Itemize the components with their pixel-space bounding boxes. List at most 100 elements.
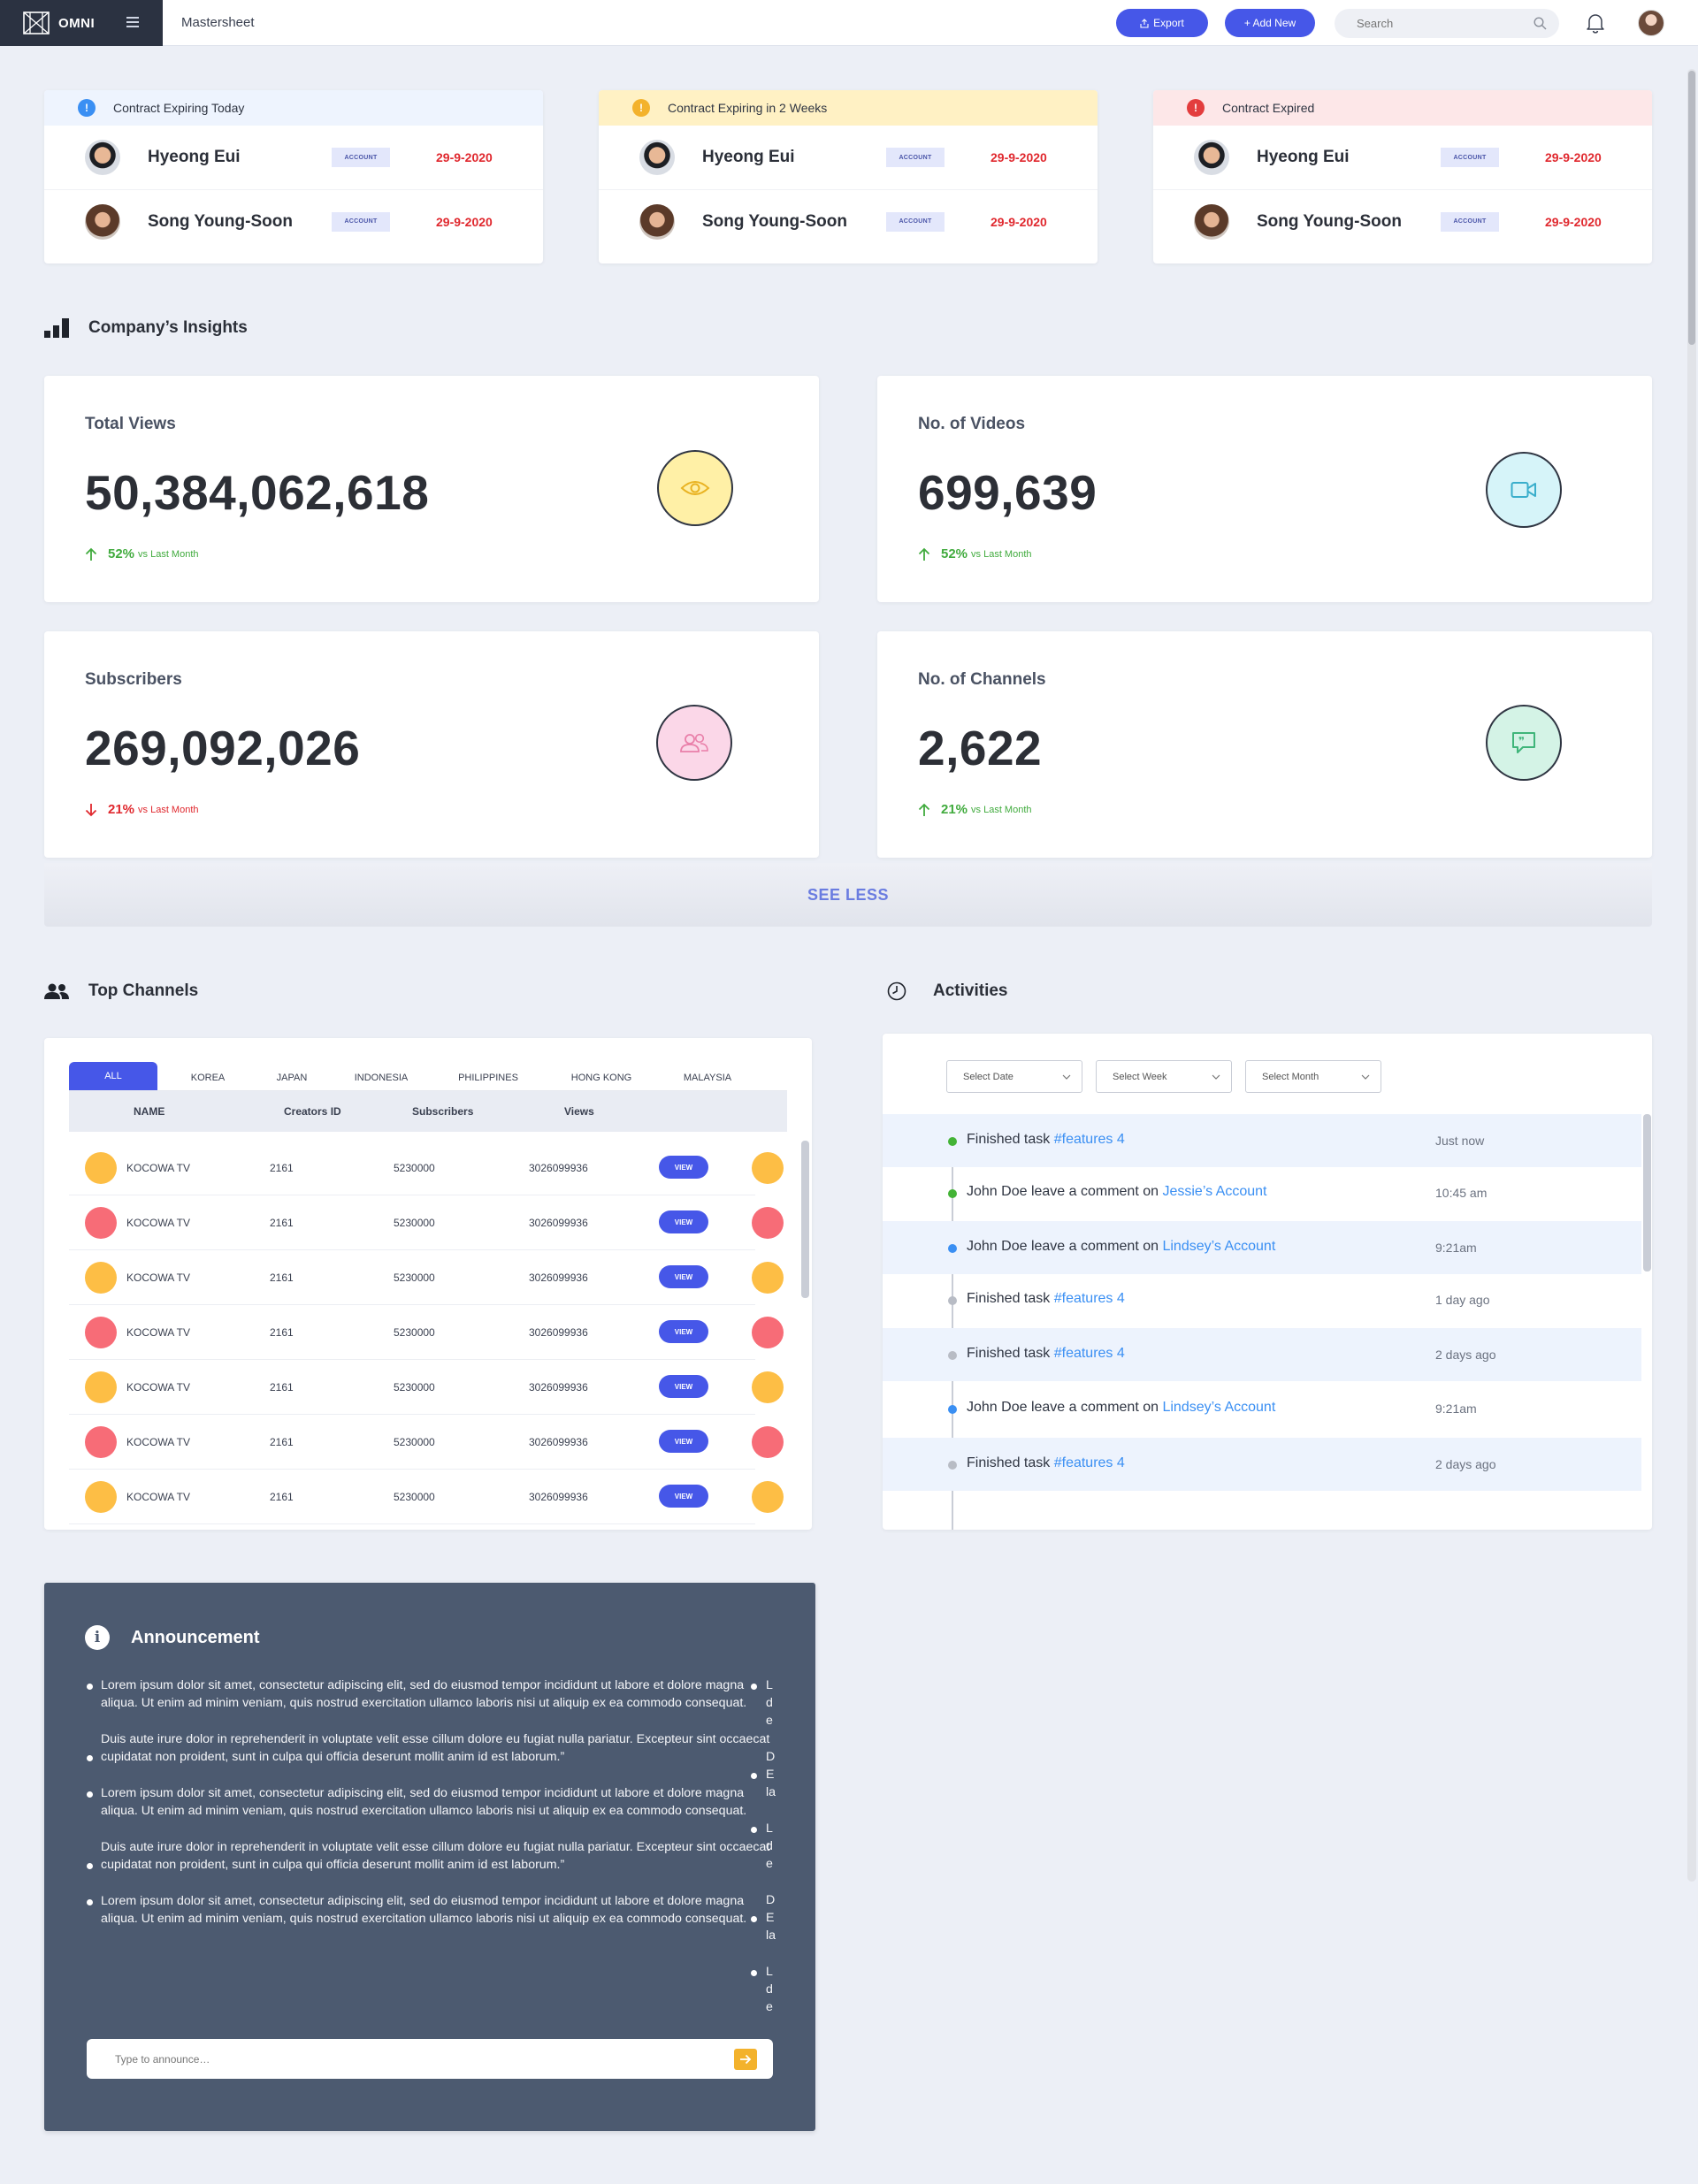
export-button[interactable]: Export [1116,9,1208,37]
top-channels-title: Top Channels [44,981,198,1001]
add-new-button[interactable]: + Add New [1225,9,1315,37]
view-count: 3026099936 [529,1326,588,1339]
table-scrollbar[interactable] [801,1141,809,1298]
channel-name: KOCOWA TV [126,1271,191,1284]
tab-japan[interactable]: JAPAN [276,1073,308,1083]
view-button[interactable]: VIEW [659,1485,708,1508]
user-avatar[interactable] [1638,10,1664,36]
account-tag[interactable]: ACCOUNT [886,148,945,167]
channel-avatar [85,1426,117,1458]
table-row[interactable]: KOCOWA TV 2161 5230000 3026099936 VIEW [69,1250,784,1305]
contract-row[interactable]: Song Young-Soon ACCOUNT 29-9-2020 [599,189,1098,253]
account-tag[interactable]: ACCOUNT [332,148,390,167]
column-header-name: NAME [134,1105,165,1118]
view-button[interactable]: VIEW [659,1210,708,1233]
table-row[interactable]: KOCOWA TV 2161 5230000 3026099936 VIEW [69,1305,784,1360]
announce-input-box[interactable] [87,2039,773,2079]
tab-malaysia[interactable]: MALAYSIA [683,1073,732,1083]
search-box[interactable] [1335,9,1559,38]
avatar [639,203,675,240]
table-row[interactable]: KOCOWA TV 2161 5230000 3026099936 VIEW [69,1470,784,1524]
page-scrollbar-thumb[interactable] [1688,71,1695,345]
menu-icon[interactable] [126,17,139,27]
add-new-label: + Add New [1243,17,1296,29]
search-icon[interactable] [1534,17,1547,30]
select-date-dropdown[interactable]: Select Date [946,1060,1082,1093]
activity-link[interactable]: #features 4 [1053,1346,1125,1361]
arrow-up-icon [85,547,97,561]
tab-hong-kong[interactable]: HONG KONG [570,1073,632,1083]
stat-label: No. of Channels [918,670,1046,689]
activity-link[interactable]: #features 4 [1053,1291,1125,1306]
search-input[interactable] [1357,17,1516,30]
account-tag[interactable]: ACCOUNT [1441,148,1499,167]
tab-korea[interactable]: KOREA [190,1073,226,1083]
announce-input[interactable] [115,2052,646,2066]
column-header-creators-id: Creators ID [284,1105,341,1118]
activity-item: Finished task #features 4 2 days ago [883,1328,1641,1381]
contract-row[interactable]: Hyeong Eui ACCOUNT 29-9-2020 [1153,126,1652,189]
select-week-dropdown[interactable]: Select Week [1096,1060,1232,1093]
error-alert-icon: ! [1187,99,1205,117]
contract-row[interactable]: Hyeong Eui ACCOUNT 29-9-2020 [599,126,1098,189]
tab-philippines[interactable]: PHILIPPINES [458,1073,518,1083]
channel-name: KOCOWA TV [126,1381,191,1394]
tab-all[interactable]: ALL [69,1062,157,1090]
contract-row[interactable]: Song Young-Soon ACCOUNT 29-9-2020 [44,189,543,253]
activity-link[interactable]: Lindsey’s Account [1162,1239,1276,1254]
creator-id: 2161 [270,1326,294,1339]
activity-link[interactable]: Jessie’s Account [1162,1184,1267,1199]
view-button[interactable]: VIEW [659,1320,708,1343]
export-icon [1140,18,1149,28]
arrow-up-icon [918,803,930,816]
stat-change-value: 21% [108,802,135,817]
announcement-clipped-line: la [766,1928,776,1943]
activity-link[interactable]: Lindsey’s Account [1162,1400,1276,1415]
activity-description: John Doe leave a comment on [967,1184,1163,1199]
column-header-subscribers: Subscribers [412,1105,474,1118]
view-count: 3026099936 [529,1162,588,1174]
contract-expiring-today-card: ! Contract Expiring Today Hyeong Eui ACC… [44,90,543,263]
top-bar: OMNI Mastersheet Export + Add New [0,0,1698,46]
brand-name: OMNI [58,15,96,31]
bar-chart-icon [44,318,69,338]
select-month-label: Select Month [1262,1071,1319,1082]
activity-text: John Doe leave a comment on Jessie’s Acc… [967,1184,1266,1200]
view-button[interactable]: VIEW [659,1265,708,1288]
table-row[interactable]: KOCOWA TV 2161 5230000 3026099936 VIEW [69,1360,784,1415]
account-tag[interactable]: ACCOUNT [886,211,945,232]
see-less-button[interactable]: SEE LESS [44,863,1652,927]
view-button[interactable]: VIEW [659,1156,708,1179]
contract-row[interactable]: Song Young-Soon ACCOUNT 29-9-2020 [1153,189,1652,253]
account-tag[interactable]: ACCOUNT [332,211,390,232]
contract-expired-card: ! Contract Expired Hyeong Eui ACCOUNT 29… [1153,90,1652,263]
activity-link[interactable]: #features 4 [1053,1455,1125,1470]
table-row[interactable]: KOCOWA TV 2161 5230000 3026099936 VIEW [69,1195,784,1250]
table-row[interactable]: KOCOWA TV 2161 5230000 3026099936 VIEW [69,1141,784,1195]
activity-link[interactable]: #features 4 [1053,1132,1125,1147]
activity-description: Finished task [967,1455,1054,1470]
table-row[interactable]: KOCOWA TV 2161 5230000 3026099936 VIEW [69,1415,784,1470]
channel-avatar [752,1426,784,1458]
channel-avatar [85,1262,117,1294]
view-button[interactable]: VIEW [659,1430,708,1453]
brand[interactable]: OMNI [0,0,163,46]
tab-indonesia[interactable]: INDONESIA [354,1073,409,1083]
select-month-dropdown[interactable]: Select Month [1245,1060,1381,1093]
activities-scrollbar[interactable] [1643,1114,1651,1271]
contract-row[interactable]: Hyeong Eui ACCOUNT 29-9-2020 [44,126,543,189]
avatar [639,140,675,175]
contract-person-name: Hyeong Eui [702,148,795,166]
channel-avatar [85,1207,117,1239]
bell-icon[interactable] [1586,12,1605,34]
activity-description: John Doe leave a comment on [967,1239,1163,1254]
page-scrollbar[interactable] [1687,69,1696,1882]
insights-title-text: Company’s Insights [88,318,248,337]
arrow-right-icon[interactable] [734,2048,757,2070]
contract-card-header: ! Contract Expiring in 2 Weeks [599,90,1098,126]
account-tag[interactable]: ACCOUNT [1441,211,1499,232]
subscriber-count: 5230000 [394,1162,435,1174]
view-button[interactable]: VIEW [659,1375,708,1398]
